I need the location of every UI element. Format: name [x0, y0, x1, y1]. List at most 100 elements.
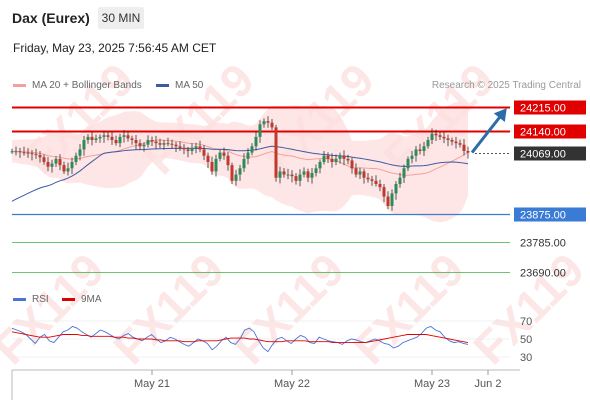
candle-body	[246, 152, 250, 159]
candle-body	[326, 155, 330, 159]
rsi-swatch	[13, 298, 26, 301]
candle-body	[150, 140, 154, 142]
candle-body	[14, 151, 18, 153]
candle-body	[26, 152, 30, 154]
candle-body	[366, 177, 370, 180]
moving-averages	[11, 145, 469, 202]
candle-body	[42, 157, 46, 162]
candle-body	[262, 121, 266, 125]
candle-body	[466, 151, 470, 153]
candle-body	[350, 160, 354, 169]
candle-body	[406, 158, 410, 169]
candle-body	[118, 136, 122, 144]
forecast-arrow	[470, 108, 507, 154]
candle-body	[34, 154, 38, 156]
candle-body	[342, 155, 346, 159]
watermark-text: FX119	[223, 243, 354, 374]
candle-body	[194, 146, 198, 148]
candle-body	[46, 162, 50, 167]
level-badge-current	[514, 146, 586, 161]
candle-body	[418, 149, 422, 151]
candle-body	[358, 171, 362, 175]
candle-body	[294, 176, 298, 181]
candle-body	[398, 177, 402, 184]
level-badge-support	[514, 207, 586, 222]
candle-body	[130, 138, 134, 140]
x-axis-label: May 23	[414, 378, 450, 390]
level-label-target: 23785.00	[520, 238, 566, 250]
candle-body	[226, 155, 230, 166]
candle-body	[218, 152, 222, 159]
candle-body	[114, 140, 118, 144]
candle-body	[202, 149, 206, 156]
candle-body	[338, 155, 342, 159]
legend-ma50-label: MA 50	[175, 80, 204, 91]
x-axis-label: May 22	[274, 378, 310, 390]
candle-body	[422, 146, 426, 151]
candle-body	[462, 144, 466, 151]
candle-body	[274, 127, 278, 178]
candle-body	[86, 136, 90, 140]
candle-body	[346, 158, 350, 161]
research-credit: Research © 2025 Trading Central	[431, 80, 581, 91]
watermark-layer: FX119FX119FX119FX119FX119FX119FX119FX119…	[0, 53, 590, 374]
candle-body	[122, 135, 126, 137]
x-axis-label: Jun 2	[475, 378, 502, 390]
candle-body	[370, 179, 374, 181]
level-label-resistance: 24140.00	[520, 127, 566, 139]
legend-rsi: RSI	[13, 294, 49, 305]
candle-body	[38, 155, 42, 158]
candle-body	[74, 155, 78, 162]
ma50-line	[11, 145, 469, 202]
level-label-target: 23690.00	[520, 268, 566, 280]
candle-body	[442, 136, 446, 139]
candle-body	[290, 174, 294, 177]
candle-body	[70, 162, 74, 169]
candle-body	[318, 162, 322, 169]
legend-bollinger-label: MA 20 + Bollinger Bands	[32, 80, 142, 91]
candle-body	[430, 133, 434, 140]
candle-body	[22, 152, 26, 154]
datetime-label: Friday, May 23, 2025 7:56:45 AM CET	[13, 41, 217, 55]
candle-body	[126, 135, 130, 139]
candle-body	[286, 174, 290, 176]
level-label-current: 24069.00	[520, 149, 566, 161]
candle-body	[146, 140, 150, 145]
legend-bollinger: MA 20 + Bollinger Bands	[13, 80, 142, 91]
candle-body	[138, 143, 142, 147]
candle-body	[198, 146, 202, 150]
ma50-swatch	[156, 84, 169, 87]
candle-body	[102, 135, 106, 137]
candle-body	[106, 135, 110, 137]
candle-body	[110, 136, 114, 140]
watermark-text: FX119	[0, 243, 114, 374]
candle-body	[438, 135, 442, 137]
candle-body	[182, 147, 186, 150]
rsi-tick-label: 30	[520, 352, 532, 364]
candle-body	[30, 153, 34, 155]
legend-ma50: MA 50	[156, 80, 203, 91]
instrument-title: Dax (Eurex)	[12, 10, 90, 26]
x-axis: May 21 May 22 May 23 Jun 2	[11, 369, 520, 400]
candle-body	[210, 162, 214, 172]
candle-body	[298, 174, 302, 181]
timeframe-button[interactable]: 30 MIN	[98, 7, 144, 29]
candle-body	[178, 146, 182, 148]
candle-body	[254, 136, 258, 147]
candle-body	[426, 140, 430, 147]
level-label-support: 23875.00	[520, 210, 566, 222]
candle-body	[50, 163, 54, 167]
candle-body	[322, 155, 326, 162]
candle-body	[238, 168, 242, 175]
candle-body	[266, 121, 270, 123]
candle-body	[90, 136, 94, 140]
forecast-arrow-shaft	[470, 112, 505, 154]
9ma-swatch	[62, 298, 75, 301]
candle-body	[450, 140, 454, 142]
candle-body	[362, 171, 366, 178]
rsi-tick-label: 50	[520, 334, 532, 346]
candle-body	[414, 149, 418, 156]
level-label-resistance: 24215.00	[520, 103, 566, 115]
candle-body	[230, 165, 234, 181]
